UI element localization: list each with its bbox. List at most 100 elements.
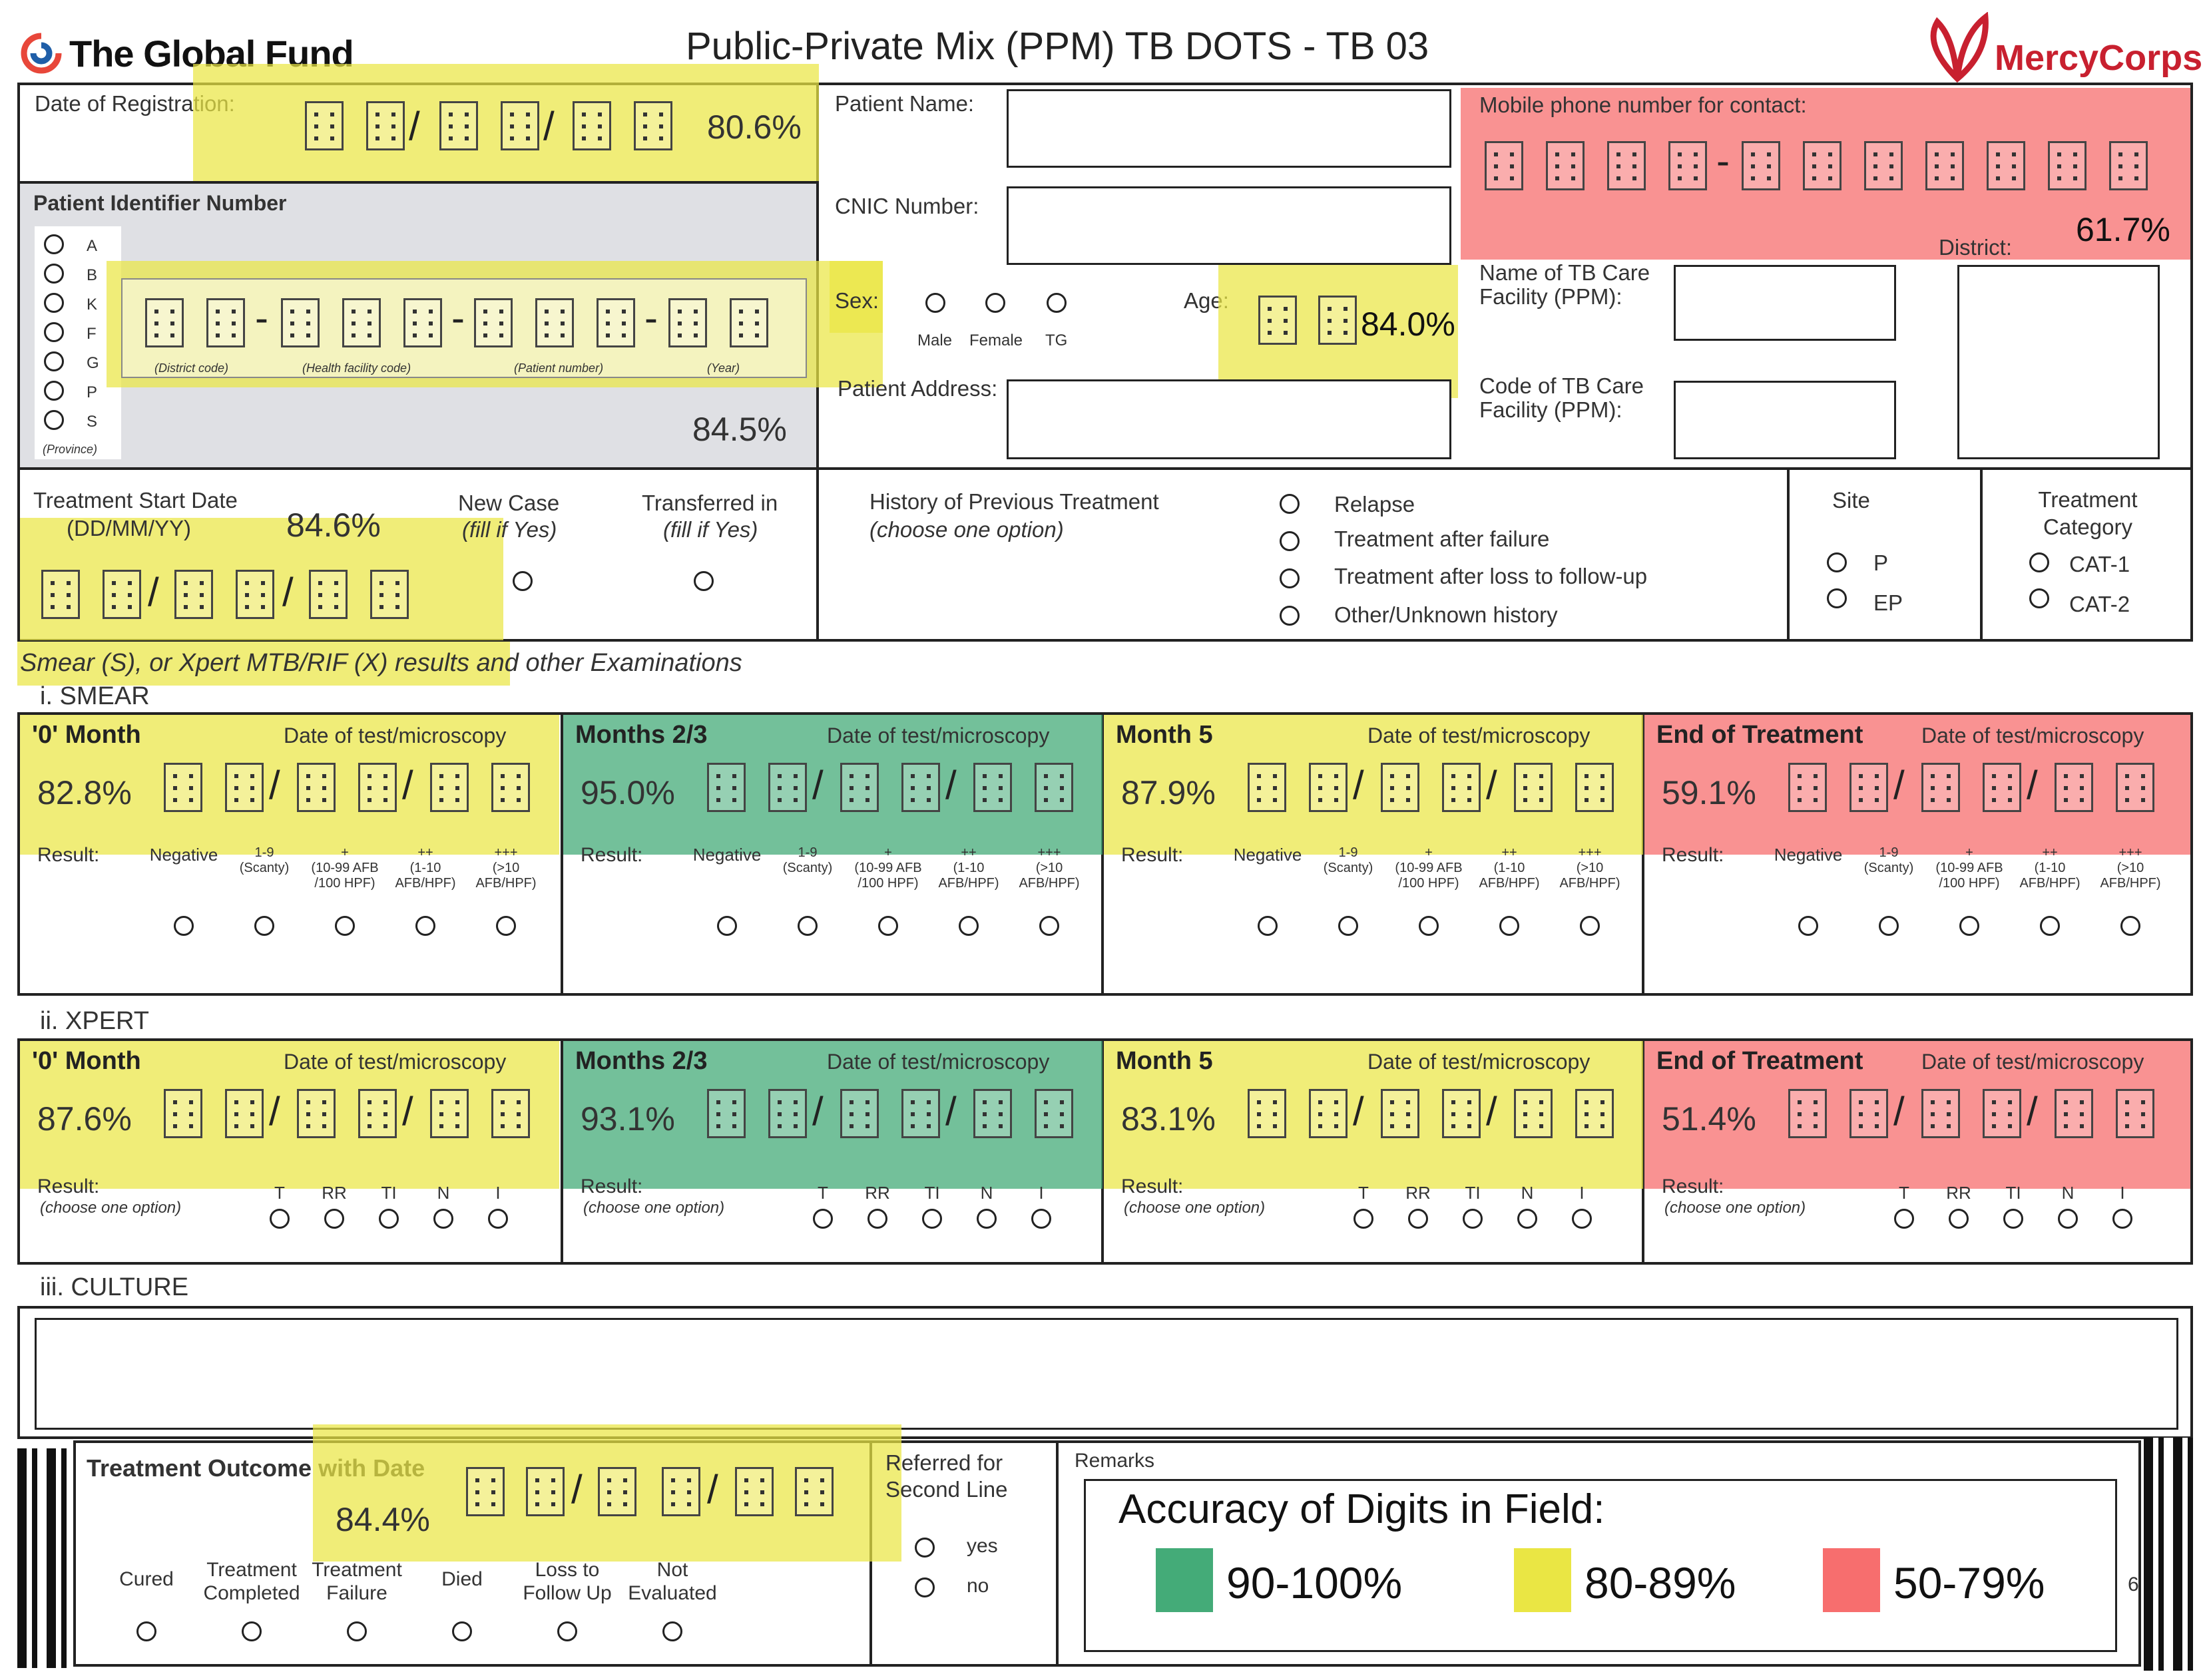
smear-panels-radio-1-1[interactable] xyxy=(798,916,818,936)
province-radio-b[interactable] xyxy=(44,264,64,284)
facility-name-input[interactable] xyxy=(1674,265,1896,341)
smear-panels-radio-0-1[interactable] xyxy=(254,916,274,936)
smear-panels-radio-3-4[interactable] xyxy=(2120,916,2140,936)
outcome-radio-4[interactable] xyxy=(557,1621,577,1641)
smear-panels-radio-0-2[interactable] xyxy=(335,916,355,936)
referred-radio-yes[interactable] xyxy=(915,1538,935,1558)
sex-radio-tg[interactable] xyxy=(1047,293,1067,313)
smear-panels-radio-0-4[interactable] xyxy=(496,916,516,936)
province-radio-f[interactable] xyxy=(44,322,64,342)
smear-panels-radio-2-0[interactable] xyxy=(1258,916,1278,936)
district-input[interactable] xyxy=(1957,265,2160,459)
smear-panels-radio-1-3[interactable] xyxy=(959,916,979,936)
site-radio-ep[interactable] xyxy=(1827,588,1847,608)
province-radio-s[interactable] xyxy=(44,410,64,430)
outcome-radio-5[interactable] xyxy=(662,1621,682,1641)
pin-accuracy: 84.5% xyxy=(692,411,787,448)
sex-radio-female[interactable] xyxy=(985,293,1005,313)
facility-code-input[interactable] xyxy=(1674,381,1896,459)
smear-panels-radio-2-1[interactable] xyxy=(1338,916,1358,936)
exams-title-highlight xyxy=(17,642,510,686)
smear-panels-radio-2-2[interactable] xyxy=(1419,916,1439,936)
smear-panels-radio-3-3[interactable] xyxy=(2040,916,2060,936)
smear-panels-radio-3-1[interactable] xyxy=(1879,916,1899,936)
xpert-panels-radio-2-3[interactable] xyxy=(1517,1209,1537,1229)
qr-code-left xyxy=(17,1448,72,1668)
global-fund-logo-icon xyxy=(21,33,62,74)
xpert-panels-radio-0-3[interactable] xyxy=(433,1209,453,1229)
digit-box xyxy=(1035,763,1073,812)
history-radio-relapse[interactable] xyxy=(1280,494,1300,514)
smear-panels-option-label-3-0: Negative xyxy=(1774,845,1843,865)
xpert-panels-radio-0-4[interactable] xyxy=(488,1209,508,1229)
history-radio-failure[interactable] xyxy=(1280,531,1300,551)
digit-box xyxy=(1309,1089,1348,1138)
xpert-panels-radio-1-0[interactable] xyxy=(813,1209,833,1229)
xpert-panels-radio-3-4[interactable] xyxy=(2112,1209,2132,1229)
patient-name-input[interactable] xyxy=(1007,89,1451,168)
province-label-s: S xyxy=(87,413,98,431)
xpert-panels-radio-0-1[interactable] xyxy=(324,1209,344,1229)
province-radio-p[interactable] xyxy=(44,381,64,401)
smear-panels-radio-1-2[interactable] xyxy=(878,916,898,936)
xpert-panels-radio-0-0[interactable] xyxy=(270,1209,290,1229)
smear-panels-radio-1-4[interactable] xyxy=(1039,916,1059,936)
address-input[interactable] xyxy=(1007,379,1451,459)
outcome-radio-1[interactable] xyxy=(242,1621,262,1641)
xpert-panels-radio-2-4[interactable] xyxy=(1572,1209,1592,1229)
province-radio-k[interactable] xyxy=(44,293,64,313)
xpert-panels-radio-1-3[interactable] xyxy=(977,1209,997,1229)
xpert-panels-radio-3-3[interactable] xyxy=(2058,1209,2078,1229)
smear-panels-radio-2-3[interactable] xyxy=(1499,916,1519,936)
facility-code-label: Code of TB Care Facility (PPM): xyxy=(1479,373,1644,423)
referred-radio-no[interactable] xyxy=(915,1577,935,1597)
category-radio-cat2[interactable] xyxy=(2029,588,2049,608)
xpert-panels-radio-0-2[interactable] xyxy=(379,1209,399,1229)
sex-radio-male[interactable] xyxy=(925,293,945,313)
smear-panels-radio-1-0[interactable] xyxy=(717,916,737,936)
xpert-panels-radio-3-2[interactable] xyxy=(2003,1209,2023,1229)
transferred-radio[interactable] xyxy=(694,571,714,591)
outcome-radio-2[interactable] xyxy=(347,1621,367,1641)
history-radio-other[interactable] xyxy=(1280,606,1300,626)
smear-panels-option-label-0-1: 1-9 (Scanty) xyxy=(239,845,290,875)
site-radio-p[interactable] xyxy=(1827,552,1847,572)
xpert-panels-radio-1-1[interactable] xyxy=(867,1209,887,1229)
digit-box xyxy=(1442,1089,1481,1138)
xpert-panels-highlight-2 xyxy=(1104,1041,1643,1189)
smear-panels-name-0: '0' Month xyxy=(32,721,141,749)
xpert-panels-radio-1-4[interactable] xyxy=(1031,1209,1051,1229)
xpert-panels-radio-2-1[interactable] xyxy=(1408,1209,1428,1229)
cnic-input[interactable] xyxy=(1007,186,1451,265)
xpert-panels-radio-2-2[interactable] xyxy=(1463,1209,1483,1229)
smear-panels-option-label-3-4: +++ (>10 AFB/HPF) xyxy=(2100,845,2161,891)
smear-panels-radio-3-0[interactable] xyxy=(1798,916,1818,936)
new-case-radio[interactable] xyxy=(513,571,533,591)
province-radio-g[interactable] xyxy=(44,351,64,371)
smear-panels-radio-0-0[interactable] xyxy=(174,916,194,936)
digit-box xyxy=(430,763,469,812)
xpert-panels-radio-1-2[interactable] xyxy=(922,1209,942,1229)
xpert-panels-option-label-3-3: N xyxy=(2061,1183,2075,1203)
smear-panels-radio-3-2[interactable] xyxy=(1959,916,1979,936)
culture-input[interactable] xyxy=(35,1318,2178,1430)
xpert-panels-radio-3-1[interactable] xyxy=(1949,1209,1969,1229)
smear-panels-radio-2-4[interactable] xyxy=(1580,916,1600,936)
digit-box xyxy=(768,1089,807,1138)
date-separator: / xyxy=(269,1089,280,1134)
digit-box xyxy=(225,1089,264,1138)
age-accuracy: 84.0% xyxy=(1361,306,1455,343)
smear-panels-option-label-0-0: Negative xyxy=(149,845,218,865)
referred-label: Referred for Second Line xyxy=(885,1450,1008,1502)
category-radio-cat1[interactable] xyxy=(2029,552,2049,572)
history-radio-loss[interactable] xyxy=(1280,568,1300,588)
xpert-panels-radio-3-0[interactable] xyxy=(1894,1209,1914,1229)
outcome-radio-3[interactable] xyxy=(452,1621,472,1641)
xpert-panels-radio-2-0[interactable] xyxy=(1353,1209,1373,1229)
outcome-radio-0[interactable] xyxy=(136,1621,156,1641)
smear-panels-radio-0-3[interactable] xyxy=(415,916,435,936)
xpert-panels-option-label-2-2: TI xyxy=(1465,1183,1481,1203)
province-radio-a[interactable] xyxy=(44,234,64,254)
xpert-panels-name-3: End of Treatment xyxy=(1656,1047,1863,1075)
address-label: Patient Address: xyxy=(838,376,998,401)
